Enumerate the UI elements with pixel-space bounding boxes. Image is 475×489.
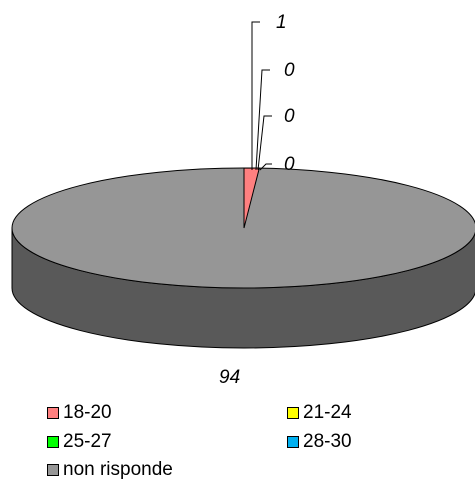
leader-line-28-30 [259, 163, 272, 171]
data-label-21-24: 0 [284, 60, 295, 81]
data-label-non-risponde: 94 [219, 367, 240, 388]
leader-line-25-27 [257, 115, 272, 171]
leader-line-21-24 [255, 69, 270, 171]
data-label-28-30: 0 [284, 154, 295, 175]
data-label-25-27: 0 [284, 106, 295, 127]
data-label-18-20: 1 [276, 12, 287, 33]
leader-line-18-20 [251, 21, 260, 170]
